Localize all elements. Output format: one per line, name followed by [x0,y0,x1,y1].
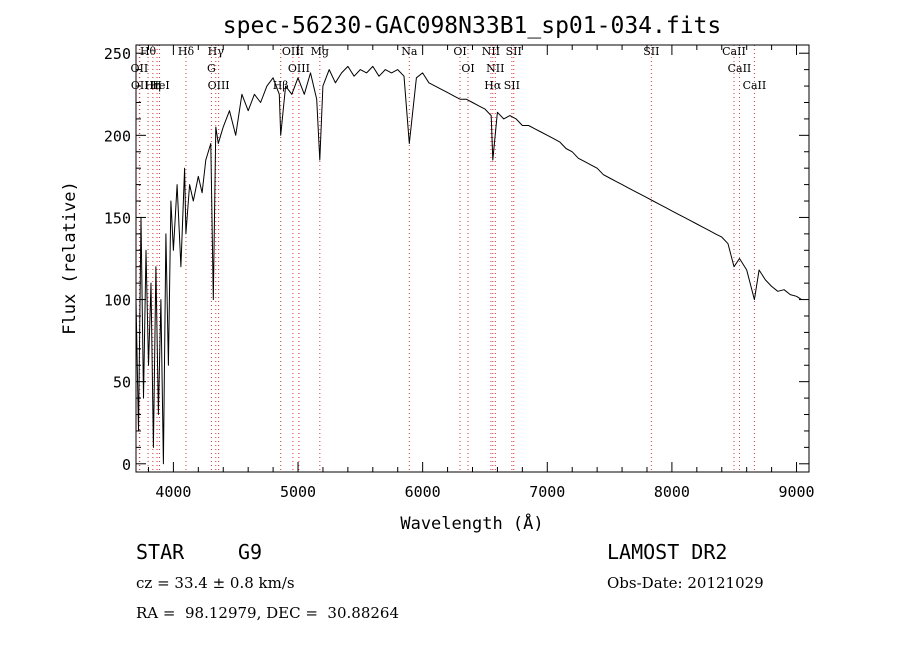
x-tick-label-3: 7000 [529,483,565,501]
line-label-21: SII [506,45,522,58]
x-axis-label: Wavelength (Å) [400,512,543,534]
line-label-8: G [207,62,216,75]
x-axis: 4000 5000 6000 7000 8000 9000 [147,45,815,501]
spectral-line-markers [138,45,755,472]
line-label-7: Hγ [208,45,225,58]
line-label-24: CaII [728,62,752,75]
y-axis: 0 50 100 150 200 250 [104,45,809,474]
x-tick-label-4: 8000 [654,483,690,501]
line-label-12: Hβ [273,79,289,92]
line-label-0: Hθ [140,45,157,58]
line-label-19: Hα [484,79,502,92]
coordinates: RA = 98.12979, DEC = 30.88264 [136,604,400,622]
line-label-14: Na [401,45,418,58]
y-tick-label-4: 200 [104,127,131,145]
subclass: G9 [238,540,263,564]
y-tick-label-5: 250 [104,45,131,63]
y-tick-label-3: 150 [104,209,131,227]
line-label-20: SII [504,79,520,92]
survey-name: LAMOST DR2 [607,540,728,564]
line-label-6: Hδ [178,45,195,58]
line-label-2: OII [131,79,149,92]
obs-date: Obs-Date: 20121029 [607,574,764,592]
line-label-23: CaII [722,45,746,58]
line-label-25: CaII [743,79,767,92]
line-label-10: OIII [282,45,304,58]
line-label-17: NII [482,45,500,58]
flux-line-0 [135,65,802,465]
y-tick-label-1: 50 [113,374,131,392]
line-label-9: OIII [208,79,230,92]
line-label-1: OII [131,62,149,75]
y-axis-label: Flux (relative) [60,181,80,335]
line-label-13: Mg [311,45,329,58]
line-label-5: HeI [149,79,169,92]
y-tick-label-0: 0 [122,456,131,474]
line-label-15: OI [453,45,466,58]
object-type: STAR [136,540,185,564]
x-tick-label-0: 4000 [155,483,191,501]
flux-series [135,65,802,465]
line-label-3: Hη [145,79,161,92]
plot-frame [135,44,810,473]
line-label-11: OIII [288,62,310,75]
x-tick-label-2: 6000 [405,483,441,501]
line-label-22: SII [643,45,659,58]
line-label-4: H [152,79,162,92]
redshift-readout: cz = 33.4 ± 0.8 km/s [136,574,295,592]
chart-title: spec-56230-GAC098N33B1_sp01-034.fits [223,13,722,39]
x-tick-label-1: 5000 [280,483,316,501]
x-tick-label-5: 9000 [778,483,814,501]
line-label-16: OI [461,62,474,75]
line-label-18: NII [486,62,504,75]
y-tick-label-2: 100 [104,292,131,310]
